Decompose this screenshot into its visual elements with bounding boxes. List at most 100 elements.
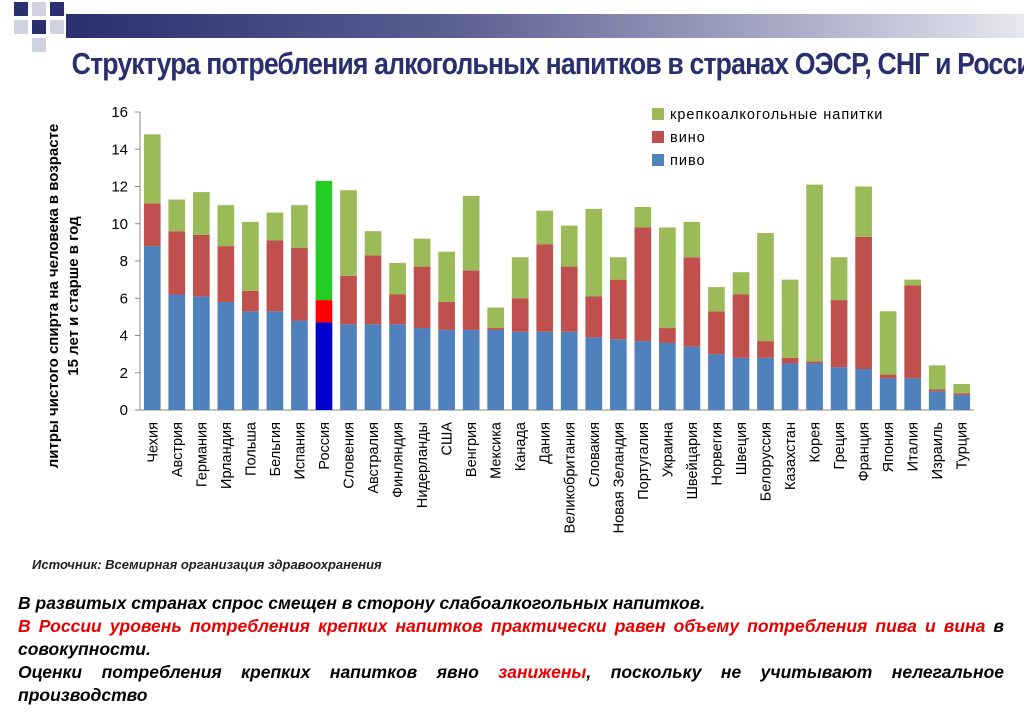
x-tick-label: Бельгия: [268, 422, 284, 476]
note-1: В развитых странах спрос смещен в сторон…: [18, 593, 706, 613]
bar-spirits: [315, 180, 333, 301]
bar-spirits: [732, 272, 750, 295]
bar-beer: [192, 296, 210, 410]
bar-spirits: [536, 210, 554, 245]
bar-wine: [659, 328, 676, 343]
bar-beer: [634, 341, 652, 410]
bar-wine: [585, 296, 603, 338]
x-tick-label: Греция: [832, 422, 848, 469]
bar-spirits: [266, 212, 284, 241]
bar-beer: [462, 329, 480, 410]
bar-spirits: [340, 190, 357, 276]
bar-wine: [757, 341, 774, 358]
bar-beer: [315, 322, 333, 410]
bar-wine: [438, 301, 455, 330]
bar-spirits: [928, 365, 946, 390]
bar-wine: [609, 279, 627, 340]
x-tick-label: Мексика: [489, 421, 505, 479]
x-tick-label: Великобритания: [562, 422, 578, 533]
bar-wine: [168, 231, 186, 295]
bar-spirits: [242, 221, 259, 291]
x-tick-label: Португалия: [636, 422, 652, 500]
corner-square-3: [50, 2, 64, 16]
bar-spirits: [806, 184, 823, 362]
bar-spirits: [511, 257, 529, 299]
bar-spirits: [634, 206, 652, 228]
bar-wine: [904, 285, 922, 379]
x-tick-label: Канада: [513, 421, 529, 471]
bar-spirits: [830, 257, 848, 301]
bar-beer: [217, 301, 235, 410]
x-tick-label: Швейцария: [685, 422, 701, 499]
bar-wine: [389, 294, 406, 325]
x-tick-label: Дания: [538, 422, 554, 464]
bar-beer: [806, 363, 823, 410]
bar-spirits: [560, 225, 578, 267]
y-tick-label: 4: [120, 328, 128, 345]
bar-spirits: [708, 287, 725, 312]
legend-label-beer: пиво: [670, 153, 706, 169]
legend-swatch-wine: [652, 131, 664, 143]
x-tick-label: Россия: [317, 422, 333, 470]
corner-square-5: [50, 20, 64, 34]
legend-label-wine: вино: [670, 130, 706, 146]
bar-beer: [438, 329, 455, 410]
bar-beer: [928, 391, 946, 411]
bars: [143, 134, 971, 411]
bar-beer: [364, 324, 382, 410]
bar-spirits: [438, 251, 455, 302]
bar-wine: [708, 311, 725, 355]
x-tick-label: Швеция: [734, 422, 750, 475]
bar-wine: [413, 266, 431, 329]
bar-wine: [340, 275, 357, 325]
bar-wine: [879, 374, 897, 379]
x-tick-label: Венгрия: [464, 422, 480, 477]
x-tick-label: Корея: [808, 422, 824, 463]
bar-spirits: [462, 195, 480, 271]
y-tick-label: 16: [111, 104, 128, 121]
stacked-bar-chart: 0 2 4 6 8 10 12 14 16 Чехия Австрия Германия Ирланд…: [45, 104, 974, 533]
bar-wine: [830, 300, 848, 368]
bar-spirits: [487, 307, 505, 329]
bar-wine: [315, 300, 333, 323]
x-tick-label: Япония: [881, 422, 897, 472]
bar-wine: [143, 203, 161, 247]
x-tick-label: Турция: [955, 422, 971, 469]
y-tick-label: 10: [111, 216, 128, 233]
x-tick-label: Украина: [660, 421, 676, 477]
corner-square-7: [32, 38, 46, 52]
bar-wine: [291, 247, 308, 321]
x-tick-label: Ирландия: [219, 422, 235, 489]
bar-wine: [806, 361, 823, 364]
bar-beer: [609, 339, 627, 410]
corner-square-6: [14, 20, 28, 34]
x-tick-label: Австрия: [170, 422, 186, 477]
bar-beer: [708, 354, 725, 411]
notes-block: В развитых странах спрос смещен в сторон…: [18, 592, 1004, 707]
note-2-rest: в совокупности.: [18, 616, 1004, 659]
bar-beer: [781, 363, 799, 410]
bar-beer: [953, 395, 971, 410]
bar-spirits: [659, 227, 676, 329]
note-3: Оценки потребления крепких напитков явно…: [18, 661, 1004, 707]
x-tick-label: Италия: [906, 422, 922, 471]
bar-wine: [242, 290, 259, 312]
bar-wine: [266, 240, 284, 312]
legend-swatch-beer: [652, 154, 664, 166]
bar-spirits: [217, 205, 235, 247]
corner-square-2: [32, 2, 46, 16]
x-tick-label: США: [440, 422, 456, 456]
bar-wine: [953, 393, 971, 396]
bar-spirits: [879, 311, 897, 375]
corner-square-1: [14, 2, 28, 16]
x-axis-labels: Чехия Австрия Германия Ирландия Польша Бельги…: [145, 421, 970, 533]
x-tick-label: Австралия: [366, 422, 382, 494]
x-tick-label: Новая Зеландия: [611, 422, 627, 533]
legend-swatch-spirits: [652, 108, 664, 120]
bar-beer: [683, 346, 701, 410]
x-tick-label: Испания: [292, 422, 308, 480]
bar-spirits: [585, 208, 603, 297]
note-2: В России уровень потребления крепких нап…: [18, 615, 1004, 661]
slide-title: Структура потребления алкогольных напитк…: [71, 46, 1024, 81]
bar-beer: [732, 357, 750, 410]
